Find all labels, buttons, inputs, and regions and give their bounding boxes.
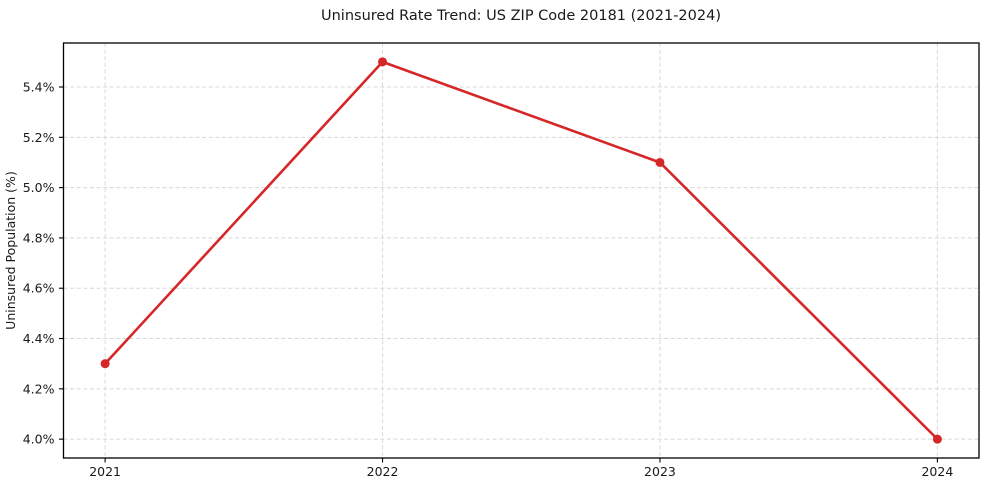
y-tick-label: 5.0% <box>23 180 55 195</box>
plot-border <box>62 42 980 459</box>
plot-area <box>63 43 979 458</box>
y-tick-label: 4.8% <box>23 230 55 245</box>
data-point <box>378 57 388 67</box>
y-tick-label: 5.2% <box>23 130 55 145</box>
y-tick-label: 4.4% <box>23 331 55 346</box>
trend-line <box>103 60 939 441</box>
y-tick-label: 4.6% <box>23 281 55 296</box>
data-point <box>100 359 110 369</box>
y-tick-label: 4.0% <box>23 432 55 447</box>
y-tick-label: 4.2% <box>23 381 55 396</box>
x-tick-label: 2023 <box>644 464 676 479</box>
y-tick-label: 5.4% <box>23 80 55 95</box>
data-point <box>932 434 942 444</box>
data-point <box>655 157 665 167</box>
chart-title: Uninsured Rate Trend: US ZIP Code 20181 … <box>321 8 721 24</box>
x-tick-label: 2022 <box>367 464 399 479</box>
y-axis-label: Uninsured Population (%) <box>3 171 18 330</box>
x-tick-label: 2024 <box>921 464 953 479</box>
x-tick-label: 2021 <box>89 464 121 479</box>
